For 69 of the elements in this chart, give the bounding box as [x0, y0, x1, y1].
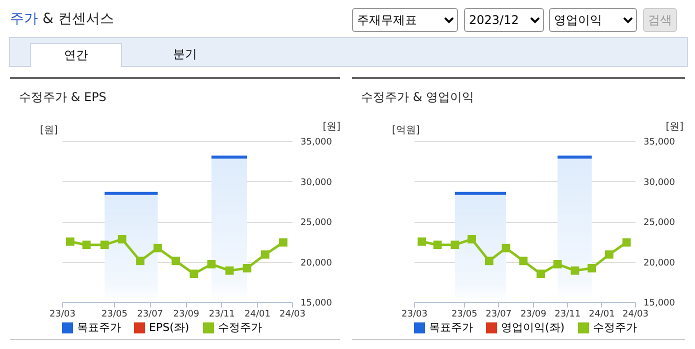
chart-title: 수정주가 & 영업이익 — [361, 89, 474, 106]
x-tick-label: 23/11 — [208, 310, 235, 320]
point — [588, 264, 596, 272]
legend-label: 수정주가 — [218, 320, 262, 334]
text: 주가 & 컨센서스 — [10, 10, 114, 28]
point — [207, 260, 216, 268]
y2-tick-label: 35,000 — [644, 138, 676, 148]
point — [536, 270, 545, 278]
point — [418, 237, 426, 246]
y-axis-title: [억원] — [392, 124, 420, 137]
text: 분기 — [172, 46, 198, 63]
legend-label: 목표주가 — [77, 320, 121, 334]
point — [450, 240, 460, 250]
y2-tick-label: 25,000 — [300, 218, 332, 228]
x-tick-label: 23/03 — [50, 310, 76, 320]
x-tick-label: 24/03 — [622, 310, 648, 320]
point — [279, 238, 288, 247]
text: 2023/12 — [464, 8, 544, 32]
x-tick-label: 23/05 — [101, 310, 128, 320]
point — [118, 235, 126, 244]
y-axis-title: [원] — [40, 124, 58, 137]
x-tick-label: 23/09 — [173, 310, 200, 320]
x-tick-label: 24/01 — [588, 310, 615, 320]
point — [622, 238, 631, 247]
point — [519, 256, 528, 266]
text: 주재무제표 — [352, 8, 458, 32]
x-tick-label: 23/07 — [486, 310, 512, 320]
y2-tick-label: 30,000 — [300, 178, 332, 188]
chart-title: 수정주가 & EPS — [19, 89, 106, 106]
point — [225, 266, 234, 275]
point — [66, 237, 74, 246]
text: 검색 — [643, 8, 677, 32]
legend-label: 수정주가 — [593, 320, 637, 334]
y2-tick-label: 25,000 — [644, 218, 676, 228]
x-tick-label: 23/05 — [451, 310, 478, 320]
point — [502, 244, 510, 252]
point — [468, 235, 476, 244]
y2-tick-label: 30,000 — [644, 178, 676, 188]
y2-tick-label: 15,000 — [300, 298, 332, 308]
y2-tick-label: 15,000 — [644, 298, 676, 308]
text: 영업이익 — [549, 8, 637, 32]
point — [100, 240, 109, 250]
legend-label: 영업이익(좌) — [501, 320, 565, 334]
point — [260, 250, 270, 259]
point — [570, 266, 580, 275]
y2-axis-title: [원] — [322, 122, 341, 132]
legend-label: 목표주가 — [429, 320, 473, 334]
point — [553, 260, 562, 268]
y2-axis-title: [원] — [666, 122, 684, 132]
y2-tick-label: 35,000 — [300, 138, 332, 148]
x-tick-label: 23/03 — [402, 310, 428, 320]
x-tick-label: 23/09 — [520, 310, 547, 320]
x-tick-label: 23/11 — [554, 310, 581, 320]
point — [242, 264, 252, 272]
point — [433, 240, 442, 250]
point — [172, 256, 180, 266]
point — [484, 256, 494, 266]
point — [190, 270, 198, 278]
x-tick-label: 24/03 — [280, 310, 306, 320]
point — [82, 240, 91, 250]
point — [136, 256, 144, 266]
text: 연간 — [30, 43, 122, 67]
x-tick-label: 24/01 — [244, 310, 270, 320]
x-tick-label: 23/07 — [137, 310, 164, 320]
point — [154, 244, 162, 252]
point — [605, 250, 614, 259]
y2-tick-label: 20,000 — [644, 258, 676, 268]
y2-tick-label: 20,000 — [300, 258, 332, 268]
legend-label: EPS(좌) — [149, 320, 190, 334]
